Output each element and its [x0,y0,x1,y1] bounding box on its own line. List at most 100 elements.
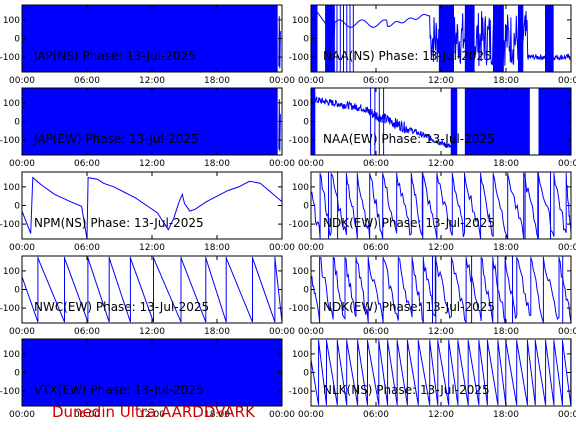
x-tick-label: 18:00 [493,76,519,86]
x-tick-label: 18:00 [204,410,230,420]
panel-title: NLK(NS) Phase: 13-Jul-2025 [323,383,490,397]
y-tick-label: 100 [292,350,309,360]
x-tick-label: 00:00 [558,410,576,420]
saturated-region [22,88,278,155]
saturated-region [325,5,335,72]
x-tick-label: 12:00 [428,327,454,337]
x-tick-label: 12:00 [428,159,454,169]
x-tick-label: 00:00 [298,159,324,169]
phase-line [278,99,281,152]
y-tick-label: 100 [3,267,20,277]
x-tick-label: 12:00 [139,159,165,169]
x-tick-label: 06:00 [363,327,389,337]
phase-trace [22,176,282,239]
x-tick-label: 06:00 [363,76,389,86]
x-tick-label: 00:00 [558,327,576,337]
sawtooth-line [311,339,571,406]
phase-panel: 100 0 -100 00:00 06:00 12:00 18:00 00:00 NPM(NS)… [0,171,295,253]
y-tick-label: -100 [289,304,310,314]
phase-panel: 100 0 -100 00:00 06:00 12:00 18:00 00:00 VTX(EW)… [0,338,295,420]
phase-panel: 100 0 -100 00:00 06:00 12:00 18:00 00:00 NAA(EW)… [289,87,576,169]
saturated-region [464,88,530,155]
y-tick-label: 0 [303,118,309,128]
phase-panel: 100 0 -100 00:00 06:00 12:00 18:00 00:00 NLK(NS)… [289,338,576,420]
y-tick-label: 0 [303,369,309,379]
x-tick-label: 12:00 [139,410,165,420]
x-tick-label: 00:00 [298,410,324,420]
y-tick-label: -100 [289,136,310,146]
x-tick-label: 18:00 [493,327,519,337]
y-tick-label: 100 [292,183,309,193]
x-tick-label: 06:00 [363,410,389,420]
x-tick-label: 00:00 [269,327,295,337]
phase-trace [22,256,282,323]
x-tick-label: 06:00 [74,243,100,253]
phase-line [22,176,282,239]
saturated-region [22,339,282,406]
phase-panel: 100 0 -100 00:00 06:00 12:00 18:00 00:00 JAP(EW)… [0,87,295,169]
y-tick-label: -100 [0,220,20,230]
x-tick-label: 00:00 [269,410,295,420]
phase-trace [311,88,571,155]
y-tick-label: 0 [14,118,20,128]
x-tick-label: 00:00 [558,159,576,169]
panel-title: NDK(EW) Phase: 13-Jul-2025 [323,216,495,230]
x-tick-label: 00:00 [269,76,295,86]
x-tick-label: 18:00 [204,327,230,337]
sawtooth-line [22,256,282,323]
saturated-region [545,5,554,72]
x-tick-label: 00:00 [269,159,295,169]
x-tick-label: 12:00 [428,76,454,86]
x-tick-label: 06:00 [74,159,100,169]
saturated-region [493,5,504,72]
x-tick-label: 06:00 [74,327,100,337]
saturated-region [538,88,571,155]
x-tick-label: 12:00 [139,243,165,253]
panel-title: VTX(EW) Phase: 13-Jul-2025 [34,383,204,397]
x-tick-label: 00:00 [298,243,324,253]
x-tick-label: 06:00 [74,76,100,86]
x-tick-label: 18:00 [204,159,230,169]
y-tick-label: 100 [292,99,309,109]
saturated-region [450,88,458,155]
y-tick-label: 0 [14,202,20,212]
panel-title: NPM(NS) Phase: 13-Jul-2025 [34,216,204,230]
y-tick-label: 0 [14,286,20,296]
y-tick-label: -100 [289,220,310,230]
x-tick-label: 06:00 [363,159,389,169]
x-tick-label: 00:00 [558,76,576,86]
y-tick-label: -100 [0,53,20,63]
phase-trace [311,256,571,323]
phase-trace [22,88,281,155]
panel-title: NDK(EW) Phase: 13-Jul-2025 [323,300,495,314]
phase-panel: 100 0 -100 00:00 06:00 12:00 18:00 00:00 JAP(NS)… [0,4,295,86]
y-tick-label: 100 [292,267,309,277]
x-tick-label: 18:00 [493,159,519,169]
x-tick-label: 06:00 [363,243,389,253]
phase-trace [311,339,571,406]
phase-trace [22,5,281,72]
x-tick-label: 18:00 [204,76,230,86]
y-tick-label: 100 [3,350,20,360]
panel-title: JAP(EW) Phase: 13-Jul-2025 [33,132,199,146]
x-tick-label: 00:00 [558,243,576,253]
y-tick-label: 100 [292,16,309,26]
phase-trace [311,172,571,239]
x-tick-label: 00:00 [298,76,324,86]
x-tick-label: 12:00 [139,76,165,86]
x-tick-label: 18:00 [204,243,230,253]
y-tick-label: 0 [14,369,20,379]
x-tick-label: 06:00 [74,410,100,420]
x-tick-label: 12:00 [139,327,165,337]
panel-title: NWC(EW) Phase: 13-Jul-2025 [34,300,209,314]
station-footer: Dunedin Ultra AARDDVARK [52,403,255,421]
phase-panel: 100 0 -100 00:00 06:00 12:00 18:00 00:00 NWC(EW)… [0,255,295,337]
y-tick-label: 0 [14,35,20,45]
phase-panel: 100 0 -100 00:00 06:00 12:00 18:00 00:00 NDK(EW)… [289,171,576,253]
y-tick-label: 0 [303,35,309,45]
y-tick-label: 100 [3,99,20,109]
y-tick-label: 100 [3,183,20,193]
x-tick-label: 00:00 [9,327,35,337]
phase-panel: 100 0 -100 00:00 06:00 12:00 18:00 00:00 NAA(NS)… [289,4,576,86]
